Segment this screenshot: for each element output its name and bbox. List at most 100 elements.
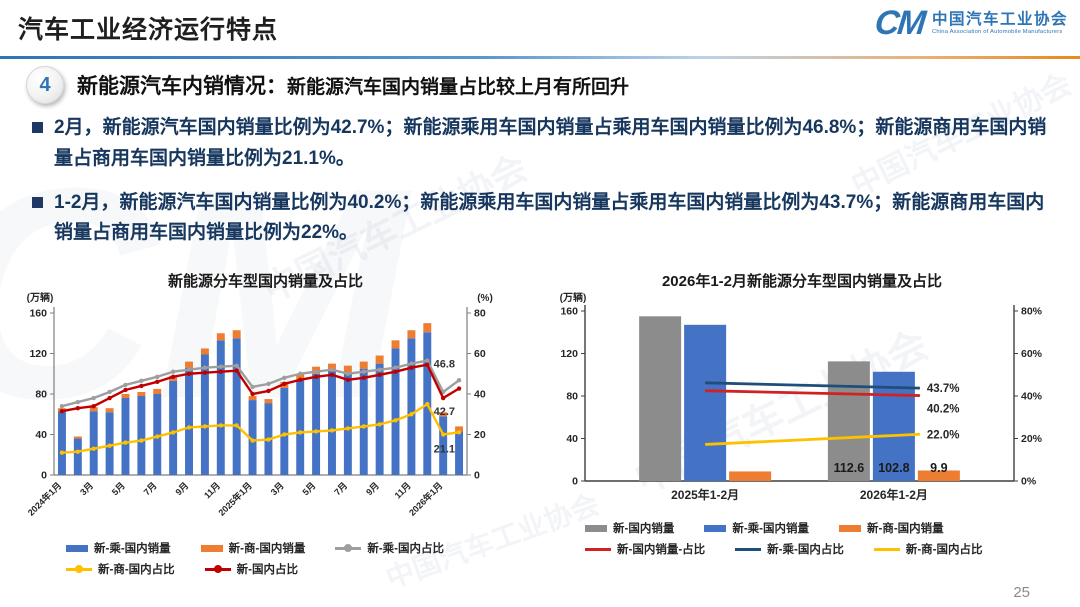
legend-label: 新-乘-国内销量 <box>732 523 810 535</box>
svg-text:2026年1-2月: 2026年1-2月 <box>860 487 928 502</box>
right-chart-canvas: 0 40 80 120 160 0% 20% 40% 60% 80% (万辆) 112.6 102.8 9… <box>560 291 1043 502</box>
svg-text:2025年1月: 2025年1月 <box>216 480 254 518</box>
legend-label: 新-国内占比 <box>236 564 299 576</box>
svg-text:102.8: 102.8 <box>878 461 909 475</box>
header: 汽车工业经济运行特点 CM 中国汽车工业协会 China Association… <box>0 0 1080 56</box>
svg-text:120: 120 <box>560 348 578 360</box>
svg-text:9.9: 9.9 <box>930 461 947 475</box>
svg-text:22.0%: 22.0% <box>927 429 960 441</box>
legend-item: 新-国内销量 <box>585 520 674 536</box>
line-dot-legend-marker-icon <box>204 565 231 573</box>
legend-item: 新-商-国内占比 <box>873 541 983 557</box>
svg-text:46.8: 46.8 <box>434 359 455 371</box>
svg-text:160: 160 <box>29 308 47 320</box>
svg-text:20: 20 <box>474 429 486 441</box>
svg-text:11月: 11月 <box>202 480 222 500</box>
svg-text:20%: 20% <box>1021 433 1043 445</box>
legend-row: 新-乘-国内销量 新-商-国内销量 新-乘-国内占比 <box>8 540 523 556</box>
legend-item: 新-乘-国内销量 <box>66 540 171 556</box>
legend-label: 新-国内销量-占比 <box>617 544 706 556</box>
legend-label: 新-商-国内销量 <box>867 523 944 535</box>
section-heading-sub: 新能源汽车国内销量占比较上月有所回升 <box>287 77 630 98</box>
dot-marker-icon <box>213 565 222 573</box>
bullet-square-icon <box>32 196 43 208</box>
bullet-item: 1-2月，新能源汽车国内销量比例为40.2%；新能源乘用车国内销量占乘用车国内销… <box>32 188 1062 250</box>
svg-text:160: 160 <box>560 306 578 318</box>
legend-item: 新-国内占比 <box>204 561 299 577</box>
svg-text:80: 80 <box>35 389 47 401</box>
line-legend-marker-icon <box>735 547 762 551</box>
logo-org-name-en: China Association of Automobile Manufact… <box>931 28 1063 35</box>
line-legend-marker-icon <box>585 547 611 551</box>
legend-label: 新-商-国内销量 <box>228 543 306 555</box>
legend-label: 新-国内销量 <box>613 523 675 535</box>
bar-legend-marker-icon <box>839 524 862 532</box>
svg-text:80: 80 <box>566 391 578 403</box>
bar-legend-marker-icon <box>704 524 727 532</box>
bullet-text: 2月，新能源汽车国内销量比例为42.7%；新能源乘用车国内销量占乘用车国内销量比… <box>54 117 1047 169</box>
svg-text:9月: 9月 <box>173 480 190 497</box>
caam-logo-icon: CM <box>873 4 926 42</box>
header-divider <box>0 56 1080 59</box>
svg-text:(万辆): (万辆) <box>27 291 54 304</box>
svg-text:5月: 5月 <box>110 480 127 497</box>
svg-text:2024年1月: 2024年1月 <box>25 480 63 518</box>
line-legend-marker-icon <box>873 547 900 551</box>
svg-text:(%): (%) <box>477 293 493 304</box>
legend-label: 新-商-国内占比 <box>98 564 175 576</box>
svg-text:21.1: 21.1 <box>434 444 455 456</box>
legend-item: 新-乘-国内占比 <box>735 541 844 557</box>
bullet-list: 2月，新能源汽车国内销量比例为42.7%；新能源乘用车国内销量占乘用车国内销量比… <box>32 113 1062 262</box>
svg-text:0%: 0% <box>1021 476 1037 488</box>
line-dot-legend-marker-icon <box>335 544 362 552</box>
logo-org-name-cn: 中国汽车工业协会 <box>931 10 1068 28</box>
legend-row: 新-商-国内占比 新-国内占比 <box>8 561 523 577</box>
bullet-text: 1-2月，新能源汽车国内销量比例为40.2%；新能源乘用车国内销量占乘用车国内销… <box>54 191 1045 244</box>
svg-text:40: 40 <box>566 433 578 445</box>
svg-text:0: 0 <box>41 470 47 482</box>
svg-text:40.2%: 40.2% <box>927 404 960 416</box>
svg-text:(万辆): (万辆) <box>560 291 587 304</box>
legend-row: 新-国内销量-占比 新-乘-国内占比 新-商-国内占比 <box>527 541 1077 557</box>
svg-text:0: 0 <box>474 470 480 482</box>
bullet-item: 2月，新能源汽车国内销量比例为42.7%；新能源乘用车国内销量占乘用车国内销量比… <box>32 113 1062 175</box>
legend-item: 新-商-国内销量 <box>200 540 306 556</box>
page-title: 汽车工业经济运行特点 <box>18 16 279 44</box>
section-heading-row: 4 新能源汽车内销情况： 新能源汽车国内销量占比较上月有所回升 <box>26 66 629 104</box>
svg-text:60%: 60% <box>1021 348 1043 360</box>
svg-text:2026年1月: 2026年1月 <box>406 480 444 518</box>
svg-text:60: 60 <box>474 348 486 360</box>
legend-item: 新-商-国内销量 <box>839 520 944 536</box>
svg-text:7月: 7月 <box>332 480 349 497</box>
svg-text:5月: 5月 <box>301 480 318 497</box>
bullet-square-icon <box>32 122 43 133</box>
svg-text:43.7%: 43.7% <box>927 383 960 395</box>
legend-item: 新-国内销量-占比 <box>585 541 705 557</box>
bar-legend-marker-icon <box>585 524 607 532</box>
left-chart: 新能源分车型国内销量及占比 0 40 80 120 160 0 20 40 60 80 (万辆) (%… <box>8 268 523 577</box>
legend-item: 新-乘-国内占比 <box>335 540 444 556</box>
left-chart-legend: 新-乘-国内销量 新-商-国内销量 新-乘-国内占比新-商-国内占比 新-国内占比 <box>8 535 523 577</box>
svg-text:9月: 9月 <box>364 480 381 497</box>
svg-text:3月: 3月 <box>78 480 95 497</box>
svg-text:42.7: 42.7 <box>434 406 455 418</box>
svg-text:3月: 3月 <box>269 480 286 497</box>
svg-text:0: 0 <box>572 476 578 488</box>
line-dot-legend-marker-icon <box>66 565 92 573</box>
svg-text:120: 120 <box>29 348 47 360</box>
legend-row: 新-国内销量 新-乘-国内销量 新-商-国内销量 <box>527 520 1077 536</box>
section-heading-main: 新能源汽车内销情况： <box>77 75 287 98</box>
legend-label: 新-商-国内占比 <box>905 544 983 556</box>
svg-text:11月: 11月 <box>393 480 413 500</box>
legend-label: 新-乘-国内占比 <box>767 544 844 556</box>
caam-logo: CM 中国汽车工业协会 China Association of Automob… <box>873 4 1068 42</box>
bar-legend-marker-icon <box>66 544 88 552</box>
bar-legend-marker-icon <box>200 544 223 552</box>
right-chart-legend: 新-国内销量 新-乘-国内销量 新-商-国内销量 新-国内销量-占比 新-乘-国内占比新… <box>527 515 1077 557</box>
left-chart-title: 新能源分车型国内销量及占比 <box>167 273 363 290</box>
svg-text:112.6: 112.6 <box>834 461 865 475</box>
svg-text:40: 40 <box>474 389 486 401</box>
svg-text:40: 40 <box>35 429 47 441</box>
svg-text:40%: 40% <box>1021 391 1043 403</box>
svg-text:80: 80 <box>474 308 486 320</box>
